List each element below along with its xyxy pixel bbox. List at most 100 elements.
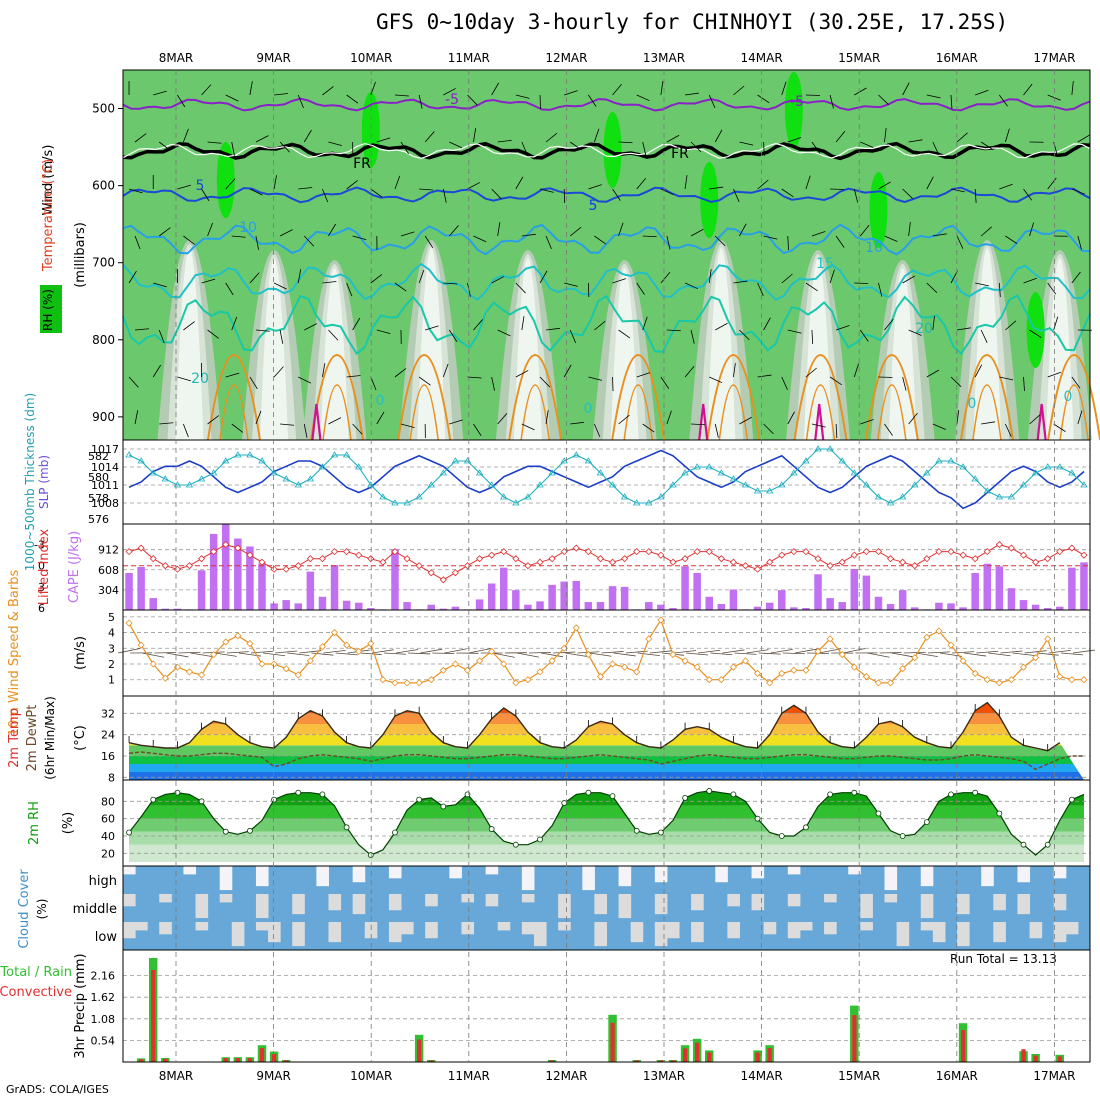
temp-contour-0 xyxy=(122,97,1091,112)
cape-bar-50 xyxy=(729,589,738,610)
slp-point-56 xyxy=(802,457,810,464)
rh-plume-2-2 xyxy=(320,268,349,440)
precip-conv-bar-25 xyxy=(429,1060,434,1062)
cape-bar-61 xyxy=(862,575,871,610)
precip-conv-bar-77 xyxy=(1057,1056,1062,1062)
li-point-40 xyxy=(608,558,617,566)
cape-tick-2: 912 xyxy=(98,544,119,557)
li-point-69 xyxy=(959,551,967,559)
wind-barb-56-1 xyxy=(811,141,821,154)
cape-bar-16 xyxy=(318,596,327,610)
top-date-label-7: 15MAR xyxy=(838,51,880,65)
rh-point-12 xyxy=(271,796,277,803)
slp-point-75 xyxy=(1031,469,1040,476)
wind-speed-point-62 xyxy=(874,679,883,687)
cape-bar-60 xyxy=(850,568,859,610)
precip-conv-bar-75 xyxy=(1033,1055,1038,1062)
slp-point-23 xyxy=(403,499,411,506)
wind-barb-32-3 xyxy=(521,233,536,237)
wind-barb-42-2 xyxy=(636,178,647,190)
rh-point-6 xyxy=(198,798,205,805)
cape-bar-72 xyxy=(995,566,1004,610)
wind-barb-8-5 xyxy=(231,316,238,331)
warm-contour-5 xyxy=(706,354,761,441)
wind-barb-4-3 xyxy=(183,235,195,245)
contour-label-13: 0 xyxy=(584,401,593,417)
wind-barb-12-2 xyxy=(273,175,277,190)
cape-bar-52 xyxy=(753,606,762,610)
sfc-wind-barb-58 xyxy=(819,648,842,654)
cloud-gap-2-6 xyxy=(195,922,209,931)
wind-barb-32-4 xyxy=(515,282,526,294)
wind-barb-76-2 xyxy=(1047,177,1057,190)
wind-barb-0-6 xyxy=(128,376,139,388)
slp-point-5 xyxy=(185,481,194,488)
slp-point-59 xyxy=(838,457,846,464)
slp-point-7 xyxy=(209,469,218,476)
cloud-gap-2-78 xyxy=(1065,922,1079,935)
wind-barb-28-0 xyxy=(467,94,478,106)
wind-barb-36-6 xyxy=(563,364,572,378)
wind-barb-70-3 xyxy=(980,226,992,237)
wind-speed-point-43 xyxy=(645,635,653,643)
cape-bar-55 xyxy=(790,607,798,610)
slp-point-35 xyxy=(548,469,556,476)
wind-barb-14-5 xyxy=(304,323,317,331)
wind-barb-50-5 xyxy=(739,329,750,341)
wind-barb-50-7 xyxy=(739,416,752,425)
wind-barb-76-6 xyxy=(1047,371,1061,378)
sfc-wind-barb-78 xyxy=(1060,652,1083,656)
cape-bar-46 xyxy=(681,566,689,610)
wind-tick-2: 3 xyxy=(108,642,115,655)
wind-barb-44-0 xyxy=(660,81,664,96)
wind-barb-8-2 xyxy=(225,178,236,190)
slp-point-15 xyxy=(306,475,315,482)
cape-bar-22 xyxy=(391,549,399,610)
temp-axis-label-1: 2m Temp xyxy=(7,708,22,768)
slp-point-71 xyxy=(983,487,991,494)
sfc-wind-barb-64 xyxy=(891,652,914,658)
rh-point-26 xyxy=(440,803,447,810)
wind-barb-36-1 xyxy=(569,141,582,151)
cape-bar-63 xyxy=(886,604,895,610)
cape-bar-64 xyxy=(898,590,907,610)
cape-bar-38 xyxy=(584,602,593,610)
wind-speed-point-52 xyxy=(754,669,762,677)
cloud-gap-1-58 xyxy=(824,894,837,903)
wind-barb-72-0 xyxy=(999,94,1008,107)
cape-bar-18 xyxy=(342,600,351,610)
wind-barb-20-1 xyxy=(376,137,391,143)
sfc-wind-barb-79 xyxy=(1072,649,1096,654)
cloud-gap-2-50 xyxy=(727,922,740,939)
precip-legend-total: Total / Rain xyxy=(0,965,72,980)
sfc-wind-barb-31 xyxy=(492,652,515,658)
precip-conv-bar-42 xyxy=(634,1060,639,1062)
li-point-17 xyxy=(330,548,339,556)
rh-point-20 xyxy=(367,852,374,858)
slp-point-39 xyxy=(596,469,605,476)
slp-point-40 xyxy=(608,481,617,488)
wind-speed-point-10 xyxy=(246,640,254,648)
contour-label-8: 10 xyxy=(865,240,883,256)
cloud-gap-2-33 xyxy=(521,922,535,935)
cape-bar-26 xyxy=(439,608,448,610)
wind-barb-74-0 xyxy=(1023,83,1033,96)
wind-barb-58-0 xyxy=(829,94,834,109)
cloud-gap-1-52 xyxy=(751,894,765,911)
bottom-date-label-0: 8MAR xyxy=(159,1069,194,1083)
sfc-wind-barb-27 xyxy=(444,648,467,654)
wind-speed-point-42 xyxy=(633,668,641,676)
sfc-wind-barb-65 xyxy=(903,651,926,654)
wind-barb-70-4 xyxy=(975,282,989,287)
wind-barb-50-1 xyxy=(739,141,754,146)
temp-contour-3 xyxy=(122,186,1091,204)
cloud-gap-0-74 xyxy=(1017,866,1031,883)
slp-point-60 xyxy=(850,469,859,476)
cape-bar-45 xyxy=(669,608,677,610)
wind-barb-16-1 xyxy=(328,141,343,147)
sfc-wind-barb-22 xyxy=(383,652,406,655)
wind-barb-36-4 xyxy=(564,282,578,287)
wind-barb-68-3 xyxy=(956,235,964,249)
cape-bar-27 xyxy=(451,606,460,610)
